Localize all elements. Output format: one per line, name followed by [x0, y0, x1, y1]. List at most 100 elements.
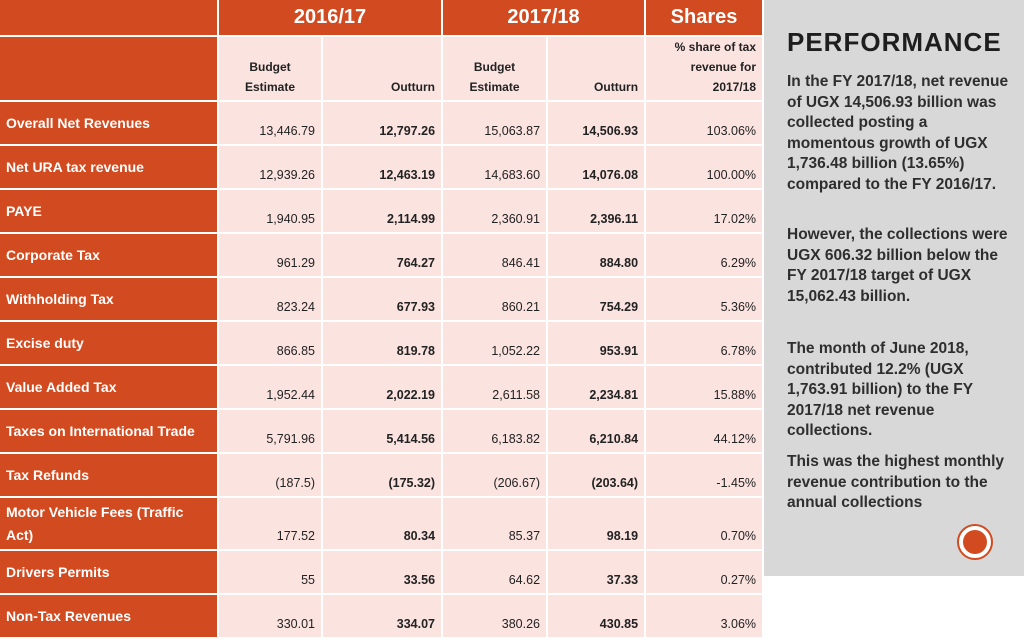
row-label: Excise duty	[0, 321, 219, 366]
subheader-budget-2016: Budget Estimate	[218, 36, 323, 102]
badge-inner-circle	[963, 530, 987, 554]
budget-2016-cell: 866.85	[218, 321, 323, 366]
share-cell: 44.12%	[645, 409, 765, 454]
budget-2017-cell: 1,052.22	[442, 321, 549, 366]
share-cell: 6.29%	[645, 233, 765, 278]
budget-2016-cell: 12,939.26	[218, 145, 323, 190]
outturn-2017-cell: 754.29	[547, 277, 647, 322]
budget-2016-cell: 5,791.96	[218, 409, 323, 454]
outturn-2016-cell: 334.07	[322, 594, 444, 639]
row-label: Drivers Permits	[0, 550, 219, 595]
table-row: PAYE 1,940.95 2,114.99 2,360.91 2,396.11 17.0…	[0, 189, 765, 234]
budget-2017-cell: 860.21	[442, 277, 549, 322]
table-row: Excise duty 866.85 819.78 1,052.22 953.91 6.7…	[0, 321, 765, 366]
row-label: Withholding Tax	[0, 277, 219, 322]
outturn-2017-cell: 2,234.81	[547, 365, 647, 410]
table-row: Corporate Tax 961.29 764.27 846.41 884.80 6.2…	[0, 233, 765, 278]
row-label: Motor Vehicle Fees (Traffic Act)	[0, 497, 219, 551]
table-row: Drivers Permits 55 33.56 64.62 37.33 0.27%	[0, 550, 765, 595]
budget-2017-cell: 2,360.91	[442, 189, 549, 234]
row-label: Overall Net Revenues	[0, 101, 219, 146]
subheader-outturn-2016: Outturn	[322, 36, 444, 102]
paragraph-june-contribution: The month of June 2018, contributed 12.2…	[787, 340, 973, 439]
budget-2016-cell: (187.5)	[218, 453, 323, 498]
header-shares: Shares	[645, 0, 765, 37]
budget-2017-cell: 6,183.82	[442, 409, 549, 454]
subheader-outturn-2017: Outturn	[547, 36, 647, 102]
row-label: Non-Tax Revenues	[0, 594, 219, 639]
paragraph-shortfall: However, the collections were UGX 606.32…	[787, 226, 1008, 305]
table-row: Taxes on International Trade 5,791.96 5,41…	[0, 409, 765, 454]
table-row: Motor Vehicle Fees (Traffic Act) 177.52 80…	[0, 497, 765, 551]
subheader-empty-cell	[0, 36, 219, 102]
share-cell: 6.78%	[645, 321, 765, 366]
row-label: Tax Refunds	[0, 453, 219, 498]
header-2017-18: 2017/18	[442, 0, 647, 37]
paragraph-highest-month: This was the highest monthly revenue con…	[787, 453, 1005, 511]
outturn-2016-cell: 33.56	[322, 550, 444, 595]
budget-2016-cell: 823.24	[218, 277, 323, 322]
slide-number-badge	[957, 524, 993, 560]
budget-2016-cell: 1,952.44	[218, 365, 323, 410]
subheader-share: % share of tax revenue for 2017/18	[645, 36, 765, 102]
row-label: Net URA tax revenue	[0, 145, 219, 190]
header-row: 2016/17 2017/18 Shares	[0, 0, 765, 37]
header-2016-17: 2016/17	[218, 0, 444, 37]
budget-2017-cell: 846.41	[442, 233, 549, 278]
outturn-2017-cell: 37.33	[547, 550, 647, 595]
outturn-2017-cell: 98.19	[547, 497, 647, 551]
budget-2017-cell: 64.62	[442, 550, 549, 595]
revenue-table: 2016/17 2017/18 Shares Budget Estimate O…	[0, 0, 765, 639]
share-cell: 3.06%	[645, 594, 765, 639]
outturn-2016-cell: 12,463.19	[322, 145, 444, 190]
table-row: Withholding Tax 823.24 677.93 860.21 754.29 5…	[0, 277, 765, 322]
budget-2016-cell: 13,446.79	[218, 101, 323, 146]
budget-2017-cell: (206.67)	[442, 453, 549, 498]
outturn-2016-cell: 2,022.19	[322, 365, 444, 410]
outturn-2016-cell: (175.32)	[322, 453, 444, 498]
row-label: Taxes on International Trade	[0, 409, 219, 454]
outturn-2016-cell: 5,414.56	[322, 409, 444, 454]
budget-2017-cell: 15,063.87	[442, 101, 549, 146]
share-cell: 15.88%	[645, 365, 765, 410]
table-row: Value Added Tax 1,952.44 2,022.19 2,611.58 2…	[0, 365, 765, 410]
outturn-2016-cell: 819.78	[322, 321, 444, 366]
share-cell: -1.45%	[645, 453, 765, 498]
share-cell: 0.27%	[645, 550, 765, 595]
row-label: PAYE	[0, 189, 219, 234]
subheader-budget-2017: Budget Estimate	[442, 36, 549, 102]
table-row: Non-Tax Revenues 330.01 334.07 380.26 430.85…	[0, 594, 765, 639]
share-cell: 17.02%	[645, 189, 765, 234]
side-panel	[763, 0, 1024, 576]
paragraph-net-revenue: In the FY 2017/18, net revenue of UGX 14…	[787, 73, 1009, 193]
outturn-2017-cell: 14,076.08	[547, 145, 647, 190]
outturn-2016-cell: 764.27	[322, 233, 444, 278]
share-cell: 103.06%	[645, 101, 765, 146]
row-label: Corporate Tax	[0, 233, 219, 278]
outturn-2017-cell: (203.64)	[547, 453, 647, 498]
outturn-2017-cell: 430.85	[547, 594, 647, 639]
outturn-2017-cell: 953.91	[547, 321, 647, 366]
share-cell: 0.70%	[645, 497, 765, 551]
share-cell: 100.00%	[645, 145, 765, 190]
budget-2016-cell: 961.29	[218, 233, 323, 278]
table-row: Net URA tax revenue 12,939.26 12,463.19 14,…	[0, 145, 765, 190]
budget-2017-cell: 2,611.58	[442, 365, 549, 410]
budget-2017-cell: 380.26	[442, 594, 549, 639]
outturn-2016-cell: 677.93	[322, 277, 444, 322]
performance-title: PERFORMANCE	[787, 27, 1002, 57]
outturn-2017-cell: 2,396.11	[547, 189, 647, 234]
table-row: Overall Net Revenues 13,446.79 12,797.26 15…	[0, 101, 765, 146]
budget-2017-cell: 14,683.60	[442, 145, 549, 190]
outturn-2016-cell: 80.34	[322, 497, 444, 551]
budget-2016-cell: 177.52	[218, 497, 323, 551]
budget-2017-cell: 85.37	[442, 497, 549, 551]
subheader-row: Budget Estimate Outturn Budget Estimate …	[0, 36, 765, 102]
outturn-2017-cell: 14,506.93	[547, 101, 647, 146]
budget-2016-cell: 55	[218, 550, 323, 595]
outturn-2017-cell: 6,210.84	[547, 409, 647, 454]
budget-2016-cell: 330.01	[218, 594, 323, 639]
outturn-2016-cell: 2,114.99	[322, 189, 444, 234]
budget-2016-cell: 1,940.95	[218, 189, 323, 234]
outturn-2016-cell: 12,797.26	[322, 101, 444, 146]
